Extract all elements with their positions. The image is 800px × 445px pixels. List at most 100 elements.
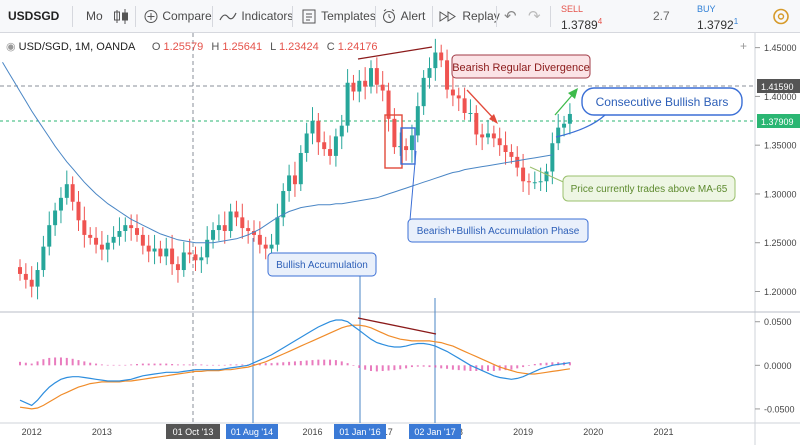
macd-histogram-bar	[65, 357, 68, 366]
sell-price-value: 1.37894	[561, 15, 629, 32]
interval-button[interactable]: Mo	[86, 9, 103, 23]
candle-bearish	[509, 152, 514, 157]
macd-histogram-bar	[504, 365, 507, 371]
candle-bullish	[357, 80, 362, 92]
templates-button[interactable]: Templates	[300, 0, 376, 33]
macd-histogram-bar	[557, 362, 560, 366]
date-badge-jan-16	[334, 424, 386, 439]
macd-histogram-bar	[481, 365, 484, 371]
macd-histogram-bar	[323, 359, 326, 366]
undo-icon[interactable]: ↶	[504, 8, 517, 25]
compare-button[interactable]: Compare	[143, 0, 212, 33]
candle-bearish	[380, 84, 385, 91]
macd-histogram-bar	[527, 365, 530, 366]
templates-label: Templates	[321, 9, 376, 23]
macd-histogram-bar	[498, 365, 501, 371]
time-tick-label: 2016	[302, 427, 322, 437]
macd-histogram-bar	[176, 364, 179, 366]
macd-axis-ticks: -0.0500 0.0000 0.0500	[755, 317, 795, 414]
macd-histogram-bar	[387, 365, 390, 371]
candle-bullish	[415, 106, 420, 136]
price-tick-label: 1.25000	[764, 238, 797, 248]
macd-histogram-bar	[370, 365, 372, 371]
legend-high: 1.25641	[222, 41, 262, 53]
price-scale-plus-icon[interactable]: +	[740, 39, 747, 53]
candle-bearish	[386, 90, 391, 119]
candle-bullish	[216, 225, 221, 231]
replay-button[interactable]: Replay	[437, 0, 500, 33]
green-arrow-head-icon	[568, 88, 578, 99]
price-axis-ticks: 1.20000 1.25000 1.30000 1.35000 1.40000 1.450…	[755, 43, 797, 297]
candle-bullish	[41, 246, 46, 271]
macd-line	[19, 319, 570, 407]
macd-histogram-bar	[200, 364, 203, 366]
bullish-accumulation-text: Bullish Accumulation	[276, 260, 368, 271]
macd-histogram-bar	[253, 364, 255, 366]
accumulation-phase-callout	[407, 218, 589, 243]
chart-style-button[interactable]	[112, 0, 130, 33]
macd-histogram-bar	[71, 358, 74, 366]
candle-bullish	[117, 231, 122, 237]
macd-histogram-bar	[141, 363, 144, 366]
macd-histogram-bar	[19, 361, 21, 366]
macd-histogram-bar	[147, 363, 150, 366]
date-badge-oct-13-text: 01 Oct '13	[173, 427, 214, 437]
candle-bearish	[158, 248, 163, 257]
macd-histogram-bar	[463, 365, 466, 371]
candle-bearish	[82, 220, 87, 235]
compare-label: Compare	[162, 9, 212, 23]
macd-histogram-bar	[551, 362, 554, 366]
macd-signal-line	[19, 324, 570, 410]
macd-histogram-bar	[428, 365, 431, 368]
macd-histogram-bar	[194, 364, 197, 366]
candle-bearish	[146, 245, 151, 252]
above-ma-text: Price currently trades above MA-65	[571, 184, 728, 195]
sell-button[interactable]: SELL 1.37894	[561, 3, 629, 32]
macd-histogram-bar	[83, 361, 86, 366]
red-trend-arrow	[466, 89, 496, 121]
candle-bearish	[170, 248, 175, 265]
date-badge-oct-13	[166, 424, 220, 439]
redo-icon[interactable]: ↷	[528, 8, 541, 25]
legend-high-label: H	[211, 41, 219, 53]
consecutive-bullish-text: Consecutive Bullish Bars	[596, 95, 729, 109]
candles-icon	[114, 9, 128, 24]
candle-bearish	[135, 228, 139, 235]
settings-button[interactable]	[770, 0, 792, 33]
indicators-button[interactable]: Indicators	[218, 0, 293, 33]
time-tick-label: 2012	[22, 427, 42, 437]
legend-close: 1.24176	[338, 41, 378, 53]
macd-histogram-bar	[492, 365, 495, 371]
candle-bearish	[316, 120, 321, 143]
candle-bullish	[409, 135, 414, 151]
macd-histogram-bar	[364, 365, 367, 370]
buy-button[interactable]: BUY 1.37921	[697, 3, 765, 32]
legend-low-label: L	[270, 41, 276, 53]
macd-histogram-bar	[223, 364, 226, 366]
candle-bearish	[23, 273, 28, 280]
macd-histogram-bar	[54, 357, 57, 366]
candle-bearish	[322, 142, 327, 150]
candle-bearish	[491, 133, 496, 139]
price-tick-label: 1.40000	[764, 92, 797, 102]
candle-bearish	[70, 184, 75, 202]
alert-button[interactable]: Alert	[380, 0, 425, 33]
macd-histogram-bar	[510, 365, 513, 370]
candle-bearish	[175, 264, 180, 271]
candle-bearish	[246, 228, 251, 232]
ma-65-line	[2, 62, 553, 244]
last-price-text: 1.37909	[761, 117, 794, 127]
candle-bullish	[538, 181, 543, 183]
macd-histogram-bar	[276, 362, 279, 366]
bearish-divergence-callout	[451, 54, 591, 79]
candle-bullish	[275, 217, 280, 245]
price-axis[interactable]	[755, 33, 800, 311]
macd-histogram-bar	[440, 365, 443, 369]
macd-histogram-bar	[533, 364, 536, 366]
buy-price: 1.3792	[697, 18, 734, 32]
indicators-label: Indicators	[241, 9, 294, 23]
symbol-search-button[interactable]: USDSGD	[8, 9, 60, 23]
alert-label: Alert	[400, 9, 426, 23]
chart-area[interactable]: 1.20000 1.25000 1.30000 1.35000 1.40000 1.450…	[0, 33, 800, 445]
candle-bullish	[567, 113, 572, 124]
